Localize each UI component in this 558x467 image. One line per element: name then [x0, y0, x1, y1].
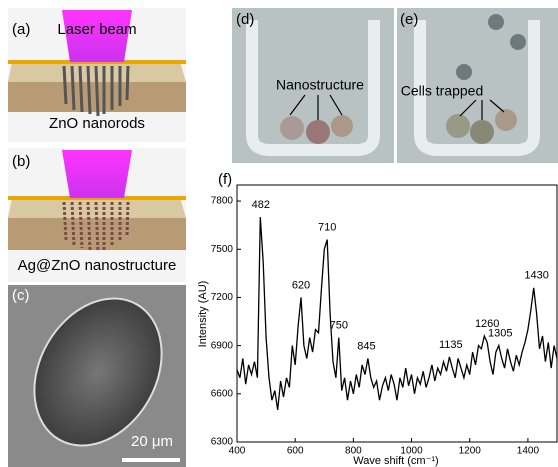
- peak-label: 482: [252, 199, 270, 211]
- panel-f: (f) Intensity (AU) Wave shift (cm⁻¹) 630…: [197, 171, 557, 467]
- cell: [495, 109, 517, 131]
- y-tick-label: 7500: [211, 244, 234, 255]
- peak-label: 620: [292, 279, 310, 291]
- x-tick-label: 800: [345, 446, 362, 457]
- x-tick-label: 400: [229, 446, 246, 457]
- cell: [456, 64, 472, 80]
- caption: ZnO nanorods: [49, 115, 145, 132]
- beam-label: Laser beam: [57, 21, 136, 38]
- x-tick-label: 1000: [400, 446, 423, 457]
- panel-a: (a) Laser beam ZnO nanorods: [8, 8, 186, 142]
- panel-label: (f): [218, 171, 232, 188]
- x-tick-label: 1200: [459, 446, 482, 457]
- particle: [331, 115, 353, 137]
- y-tick-label: 6600: [211, 388, 234, 399]
- figure: (a) Laser beam ZnO nanorods (b) Ag@ZnO n…: [0, 0, 558, 467]
- cell: [488, 14, 504, 30]
- y-tick-label: 6900: [211, 340, 234, 351]
- cell: [510, 34, 526, 50]
- peak-label: 710: [318, 222, 336, 234]
- peak-label: 845: [357, 340, 375, 352]
- panel-label: (a): [12, 21, 30, 38]
- peak-label: 1430: [524, 270, 548, 282]
- page: {"panels":{"a":{"label":"(a)","beam":"La…: [0, 0, 558, 467]
- scale-label: 20 μm: [131, 433, 173, 450]
- caption: Ag@ZnO nanostructure: [18, 257, 177, 274]
- particle: [280, 116, 304, 140]
- caption: Nanostructure: [276, 77, 364, 93]
- cell: [446, 114, 470, 138]
- laser-beam: [62, 150, 132, 198]
- scale-bar: [122, 458, 180, 462]
- y-tick-label: 7800: [211, 196, 234, 207]
- plot-frame: [237, 185, 557, 442]
- spectrum-line: [237, 217, 557, 410]
- panel-label: (e): [400, 11, 418, 28]
- panel-d: (d) Nanostructure: [232, 8, 394, 163]
- peak-label: 1135: [439, 339, 463, 351]
- y-tick-label: 7200: [211, 292, 234, 303]
- caption: Cells trapped: [401, 83, 484, 99]
- panel-label: (c): [12, 287, 30, 304]
- panel-label: (d): [236, 11, 254, 28]
- panel-b: (b) Ag@ZnO nanostructure: [8, 148, 186, 282]
- peak-label: 750: [330, 320, 348, 332]
- x-tick-label: 1400: [517, 446, 540, 457]
- x-tick-label: 600: [287, 446, 304, 457]
- peak-label: 1305: [488, 328, 512, 340]
- cell: [470, 120, 494, 144]
- particle: [306, 120, 330, 144]
- panel-label: (b): [12, 153, 30, 170]
- panel-e: (e) Cells trapped: [397, 8, 558, 163]
- panel-c: (c) 20 μm: [8, 275, 187, 467]
- x-axis-title: Wave shift (cm⁻¹): [353, 455, 438, 467]
- y-axis-title: Intensity (AU): [197, 281, 209, 348]
